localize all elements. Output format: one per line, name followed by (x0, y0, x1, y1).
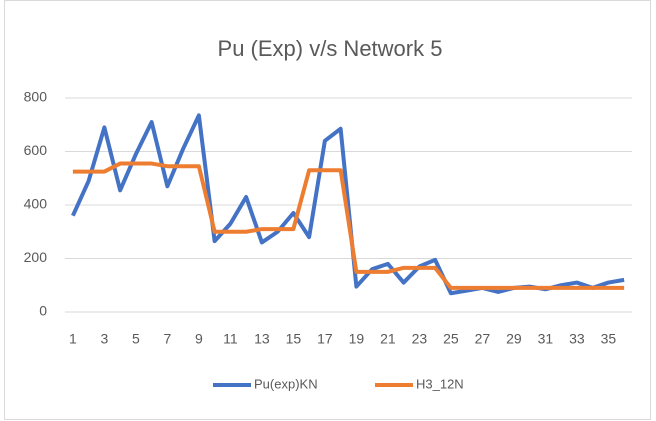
legend-label: H3_12N (416, 376, 464, 391)
x-tick-label: 3 (100, 331, 108, 347)
x-tick-label: 33 (569, 331, 585, 347)
x-tick-label: 31 (538, 331, 554, 347)
x-tick-label: 15 (286, 331, 302, 347)
legend-label: Pu(exp)KN (254, 376, 318, 391)
y-tick-label: 0 (39, 303, 47, 319)
y-tick-label: 200 (24, 249, 48, 265)
data-line (72, 161, 625, 290)
x-tick-label: 27 (475, 331, 491, 347)
x-tick-label: 11 (223, 331, 238, 347)
y-tick-label: 600 (24, 142, 48, 158)
x-tick-label: 9 (195, 331, 203, 347)
x-tick-label: 7 (163, 331, 171, 347)
x-tick-label: 5 (132, 331, 140, 347)
x-tick-label: 29 (506, 331, 522, 347)
x-tick-label: 23 (412, 331, 428, 347)
x-tick-label: 25 (443, 331, 459, 347)
x-tick-label: 17 (317, 331, 333, 347)
y-tick-label: 400 (24, 196, 48, 212)
x-tick-label: 13 (254, 331, 270, 347)
x-tick-label: 1 (69, 331, 77, 347)
chart-title: Pu (Exp) v/s Network 5 (218, 36, 443, 61)
chart-frame (4, 0, 651, 420)
x-tick-label: 35 (601, 331, 617, 347)
y-tick-label: 800 (24, 89, 48, 105)
x-tick-label: 21 (380, 331, 396, 347)
x-tick-label: 19 (349, 331, 365, 347)
